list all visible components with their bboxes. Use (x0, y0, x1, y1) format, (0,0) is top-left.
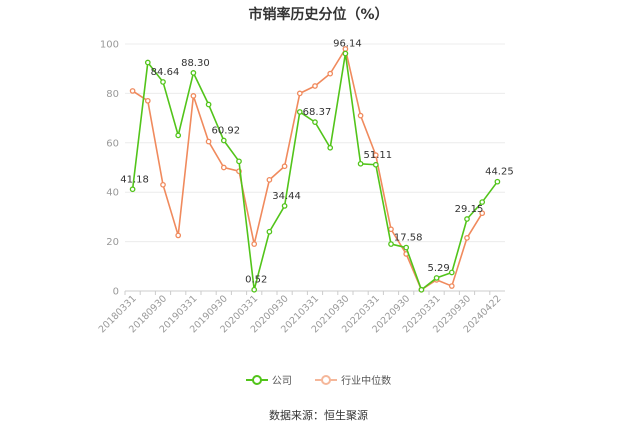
data-point-company (236, 158, 242, 165)
legend-item-company[interactable]: 公司 (245, 372, 292, 387)
data-point-industry-median (266, 177, 273, 183)
legend: 公司 行业中位数 (0, 372, 637, 388)
data-point-company (205, 101, 212, 108)
series-line-industry-median (132, 48, 483, 291)
legend-swatch-company-icon (245, 374, 268, 385)
data-label: 84.64 (151, 67, 180, 78)
data-point-industry-median (372, 152, 379, 158)
legend-item-industry-median[interactable]: 行业中位数 (315, 372, 391, 387)
data-label: 51.11 (363, 150, 392, 161)
data-point-industry-median (327, 70, 334, 77)
data-point-company (464, 216, 470, 222)
data-point-industry-median (129, 88, 136, 94)
data-point-company (403, 244, 410, 251)
data-point-company (129, 186, 136, 193)
data-point-company (220, 137, 227, 144)
data-point-company (388, 241, 394, 247)
data-point-company (357, 160, 364, 167)
series-layer (129, 46, 501, 293)
data-point-industry-median (220, 164, 227, 171)
data-point-industry-median (144, 97, 151, 104)
data-point-company (190, 70, 197, 76)
data-point-industry-median (175, 232, 182, 239)
data-point-company (433, 275, 440, 281)
data-label: 44.25 (485, 167, 514, 178)
data-point-industry-median (251, 241, 258, 247)
data-label: 29.15 (455, 204, 484, 215)
data-label: 17.58 (394, 233, 423, 244)
data-point-industry-median (312, 83, 318, 89)
data-point-industry-median (448, 283, 455, 289)
legend-swatch-industry-median-icon (315, 374, 338, 385)
data-label: 41.18 (120, 174, 149, 185)
data-point-company (296, 109, 303, 115)
series-line-company (131, 52, 499, 291)
legend-label-company: 公司 (271, 376, 292, 387)
data-point-industry-median (464, 235, 470, 241)
data-label: 5.29 (427, 263, 449, 274)
data-point-company (494, 178, 501, 185)
grid-layer (125, 43, 505, 292)
data-point-industry-median (479, 210, 486, 217)
data-point-industry-median (160, 181, 166, 188)
legend-label-industry-median: 行业中位数 (341, 376, 392, 387)
data-point-company (175, 132, 182, 139)
data-point-company (479, 199, 486, 205)
data-point-company (312, 119, 318, 125)
y-tick-label: 40 (106, 188, 119, 199)
data-point-company (372, 161, 379, 168)
data-point-company (418, 286, 425, 293)
y-tick-label: 60 (106, 138, 119, 149)
data-point-industry-median (296, 90, 303, 97)
data-point-company (327, 144, 334, 151)
data-label: 68.37 (303, 107, 332, 118)
data-point-industry-median (205, 138, 212, 145)
y-tick-label: 80 (106, 89, 119, 100)
data-point-company (251, 286, 258, 293)
data-label: 96.14 (333, 39, 362, 50)
data-point-company (448, 269, 455, 276)
data-point-industry-median (388, 226, 394, 233)
data-source-note: 数据来源：恒生聚源 (269, 409, 368, 422)
data-label: 34.44 (272, 191, 301, 202)
data-point-company (160, 79, 166, 85)
data-point-industry-median (190, 93, 197, 99)
data-point-industry-median (357, 112, 364, 119)
data-label: 0.52 (245, 275, 267, 286)
y-tick-label: 100 (100, 40, 119, 51)
data-label: 60.92 (211, 126, 240, 137)
y-tick-label: 20 (106, 237, 119, 248)
data-point-company (281, 203, 288, 209)
data-point-company (342, 50, 349, 57)
data-label: 88.30 (181, 58, 210, 69)
data-point-company (266, 228, 273, 235)
y-tick-label: 0 (113, 287, 119, 298)
data-point-company (144, 59, 151, 66)
data-point-industry-median (281, 163, 288, 170)
chart-title: 市销率历史分位（%） (248, 7, 389, 23)
